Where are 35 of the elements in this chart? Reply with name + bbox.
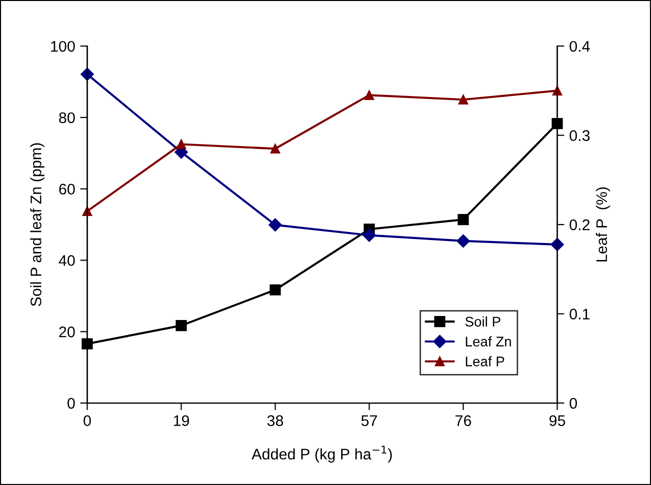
y-tick-label: 60: [59, 184, 75, 195]
y-tick-label: 80: [59, 112, 75, 124]
point: [458, 94, 468, 104]
x-axis-title: Added P (kg P ha$^{−1}$): [252, 446, 392, 463]
y-tick-label: 0: [68, 398, 75, 409]
point: [552, 118, 563, 130]
point: [456, 234, 470, 248]
x-tick-label: 0: [84, 415, 91, 426]
y-axis-title: Soil P and leaf Zn (ppm): [30, 143, 44, 306]
point: [268, 218, 282, 232]
x-tick-label: 95: [549, 415, 566, 426]
legend-label: Soil P: [465, 316, 500, 327]
point: [362, 228, 376, 242]
y2-tick-label: 0.4: [570, 40, 590, 52]
point: [364, 90, 374, 100]
y2-tick-label: 0.3: [570, 130, 590, 141]
legend-label: Leaf P: [466, 356, 504, 366]
x-tick-label: 57: [361, 415, 377, 426]
point: [458, 214, 469, 226]
y2-tick-label: 0: [570, 398, 577, 409]
point: [176, 139, 186, 150]
legend-label: Leaf Zn: [466, 336, 511, 346]
point: [82, 338, 93, 350]
y2-tick-label: 0.1: [570, 308, 590, 320]
x-tick-label: 19: [174, 415, 190, 426]
x-tick-label: 76: [456, 415, 472, 426]
y2-tick-label: 0.2: [570, 219, 590, 230]
y2-axis-title: Leaf P (%): [596, 187, 610, 262]
x-tick-label: 38: [267, 415, 284, 426]
y-tick-label: 20: [59, 326, 75, 338]
point: [176, 320, 187, 332]
point: [270, 144, 280, 154]
point: [270, 284, 281, 296]
y-tick-label: 100: [51, 40, 75, 52]
y-tick-label: 40: [58, 255, 75, 266]
